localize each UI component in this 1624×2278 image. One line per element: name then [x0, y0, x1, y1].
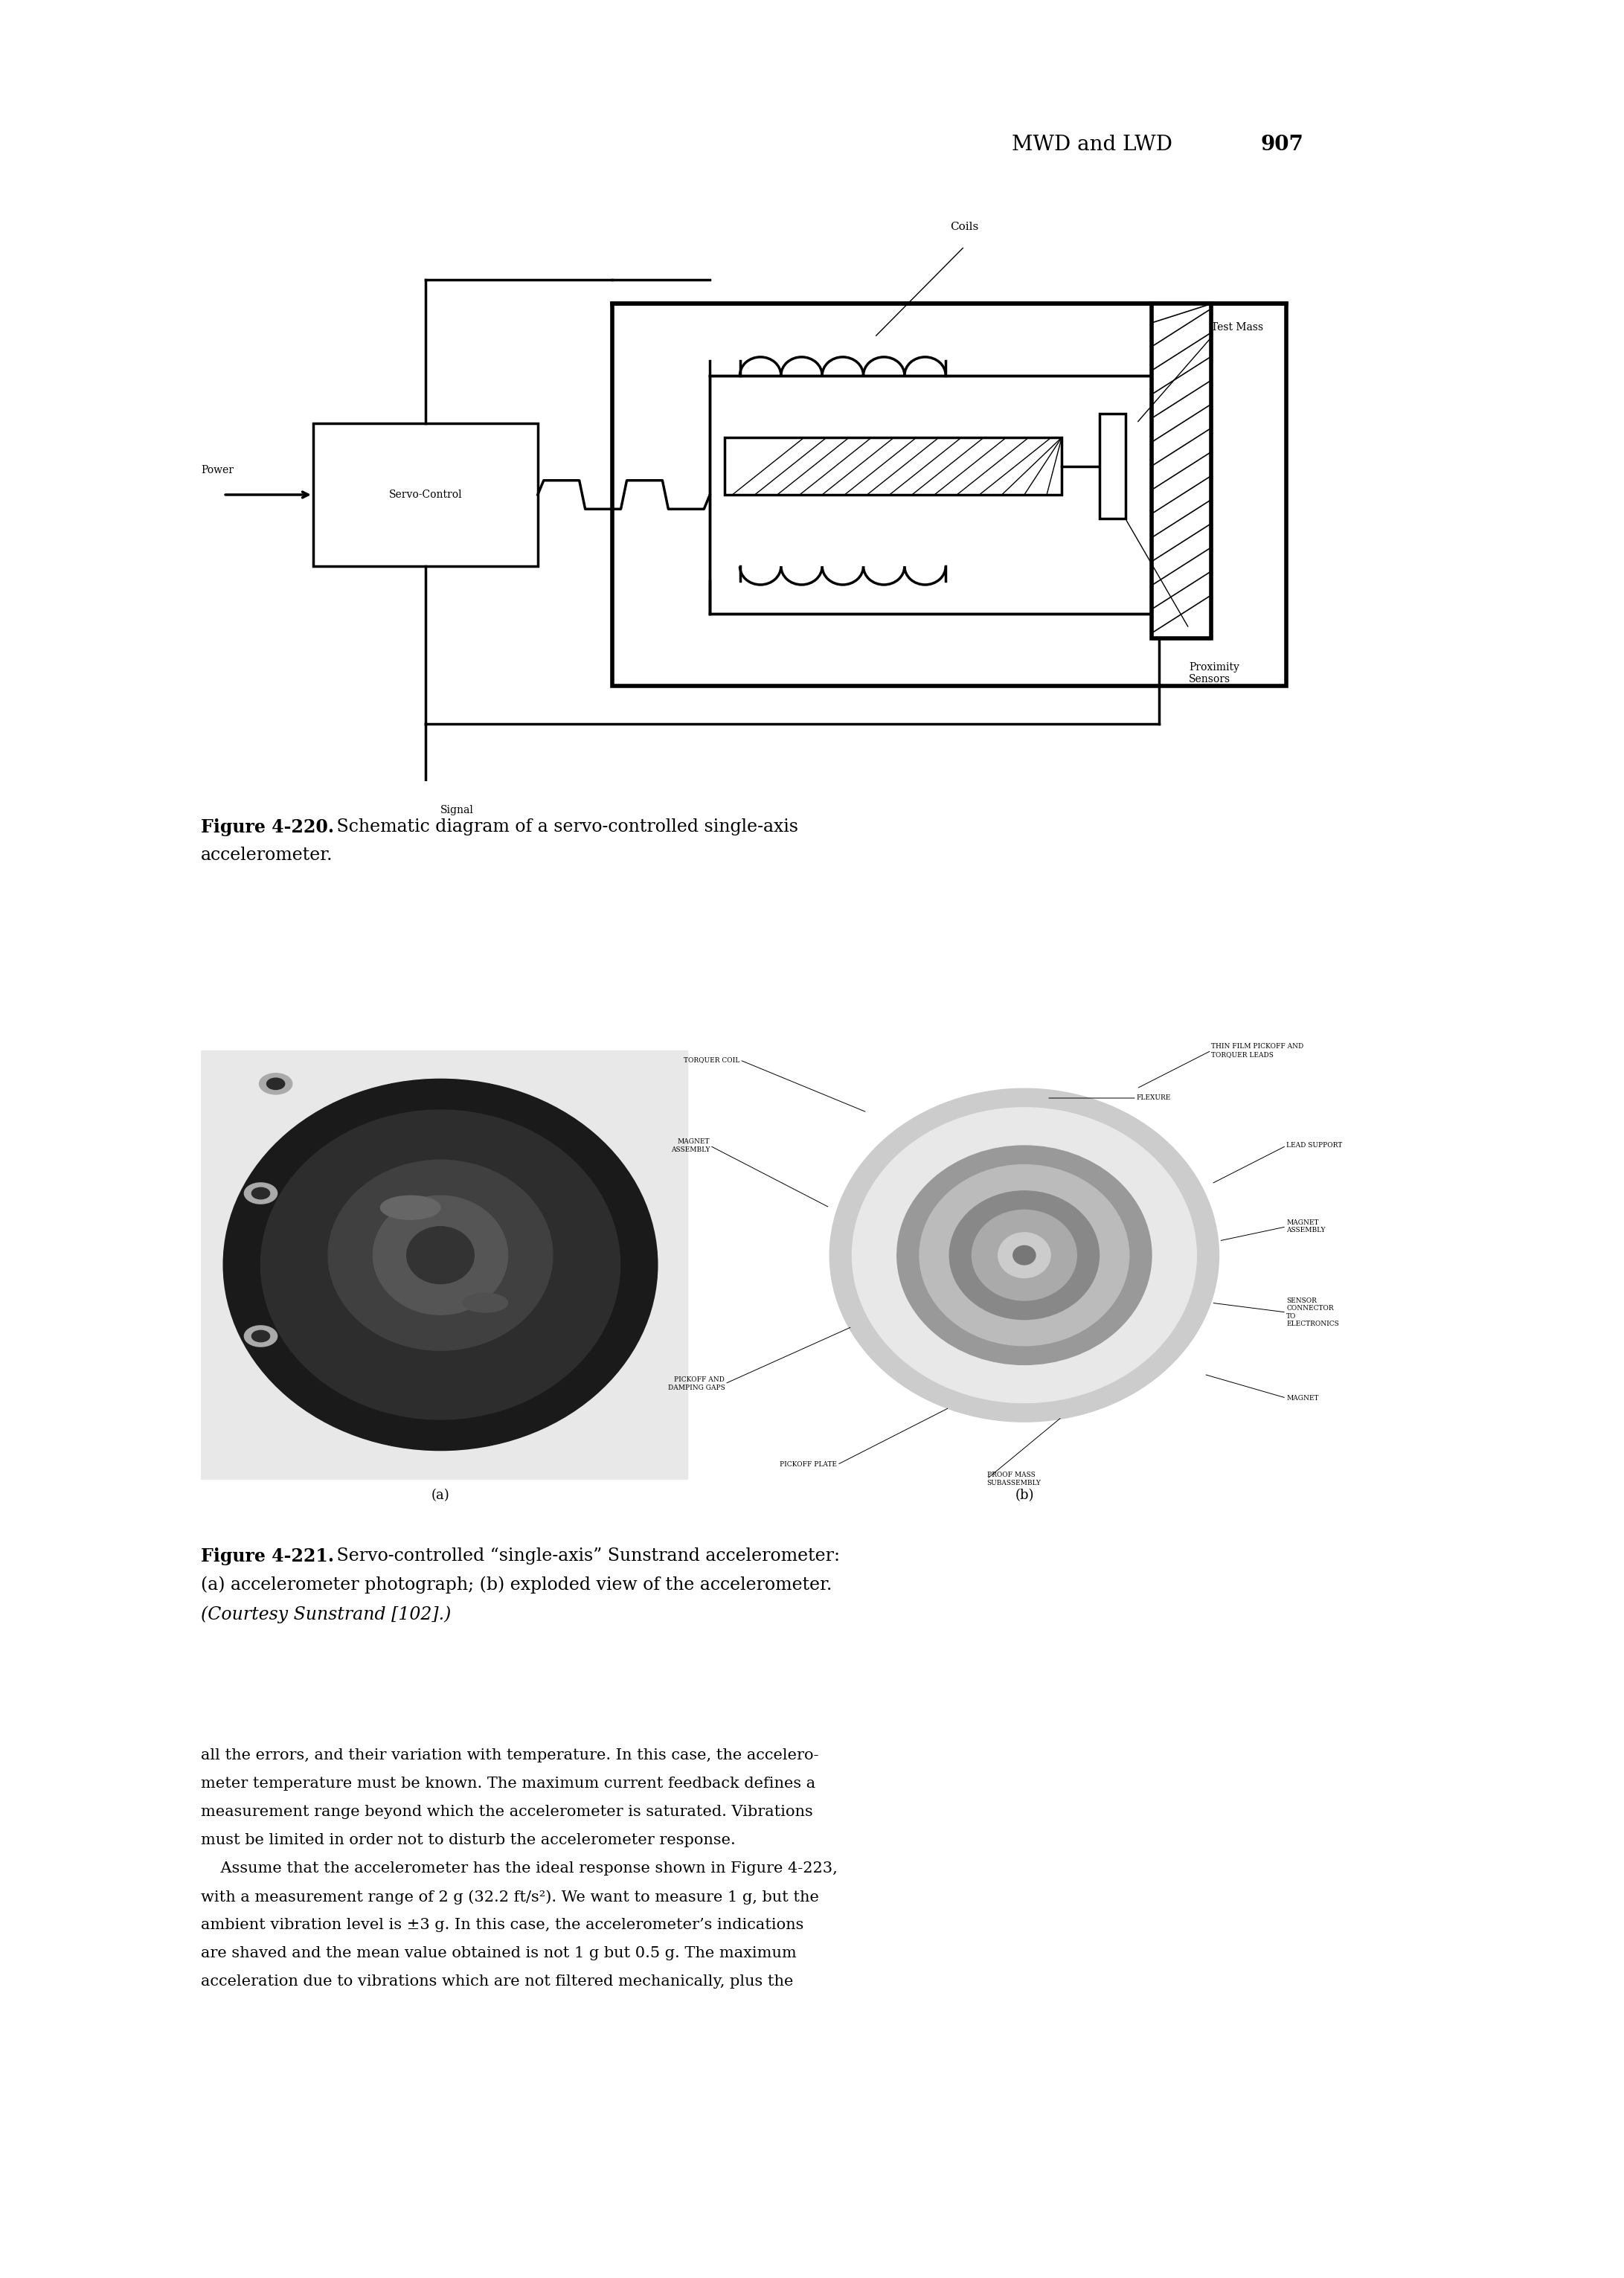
Ellipse shape: [463, 1294, 508, 1312]
Text: THIN FILM PICKOFF AND
TORQUER LEADS: THIN FILM PICKOFF AND TORQUER LEADS: [1212, 1043, 1304, 1057]
Text: Test Mass: Test Mass: [1212, 323, 1263, 333]
Text: must be limited in order not to disturb the accelerometer response.: must be limited in order not to disturb …: [201, 1834, 736, 1847]
Ellipse shape: [830, 1089, 1220, 1421]
Text: LEAD SUPPORT: LEAD SUPPORT: [1286, 1141, 1343, 1148]
Text: with a measurement range of 2 g (32.2 ft/s²). We want to measure 1 g, but the: with a measurement range of 2 g (32.2 ft…: [201, 1891, 818, 1904]
Ellipse shape: [224, 1080, 658, 1451]
Text: acceleration due to vibrations which are not filtered mechanically, plus the: acceleration due to vibrations which are…: [201, 1975, 793, 1989]
Text: Servo-controlled “single-axis” Sunstrand accelerometer:: Servo-controlled “single-axis” Sunstrand…: [331, 1547, 840, 1565]
Text: (b): (b): [1015, 1488, 1034, 1501]
Text: Figure 4-221.: Figure 4-221.: [201, 1547, 335, 1565]
Ellipse shape: [1013, 1246, 1036, 1264]
FancyBboxPatch shape: [612, 303, 1286, 686]
FancyBboxPatch shape: [313, 424, 538, 567]
Text: 907: 907: [1260, 134, 1304, 155]
Text: Power: Power: [201, 465, 234, 476]
FancyBboxPatch shape: [1151, 303, 1212, 638]
Text: PROOF MASS
SUBASSEMBLY: PROOF MASS SUBASSEMBLY: [987, 1472, 1041, 1485]
Circle shape: [266, 1077, 284, 1089]
Text: TORQUER COIL: TORQUER COIL: [684, 1057, 741, 1064]
Text: Proximity
Sensors: Proximity Sensors: [1189, 663, 1239, 683]
Ellipse shape: [919, 1164, 1129, 1346]
Ellipse shape: [380, 1196, 440, 1219]
Ellipse shape: [896, 1146, 1151, 1365]
Text: MWD and LWD: MWD and LWD: [1012, 134, 1199, 155]
Ellipse shape: [374, 1196, 508, 1314]
FancyBboxPatch shape: [1099, 415, 1125, 519]
FancyBboxPatch shape: [724, 437, 1062, 494]
Text: Figure 4-220.: Figure 4-220.: [201, 818, 335, 836]
Text: MAGNET: MAGNET: [1286, 1394, 1319, 1401]
Ellipse shape: [406, 1226, 474, 1285]
Text: Schematic diagram of a servo-controlled single-axis: Schematic diagram of a servo-controlled …: [331, 818, 799, 836]
Text: (a) accelerometer photograph; (b) exploded view of the accelerometer.: (a) accelerometer photograph; (b) explod…: [201, 1576, 831, 1592]
Circle shape: [244, 1182, 278, 1203]
Text: Assume that the accelerometer has the ideal response shown in Figure 4-223,: Assume that the accelerometer has the id…: [201, 1861, 838, 1875]
FancyBboxPatch shape: [710, 376, 1160, 615]
Text: FLEXURE: FLEXURE: [1137, 1096, 1171, 1103]
Circle shape: [244, 1326, 278, 1346]
Text: ambient vibration level is ±3 g. In this case, the accelerometer’s indications: ambient vibration level is ±3 g. In this…: [201, 1918, 804, 1932]
Text: measurement range beyond which the accelerometer is saturated. Vibrations: measurement range beyond which the accel…: [201, 1804, 814, 1818]
Text: PICKOFF PLATE: PICKOFF PLATE: [780, 1462, 836, 1467]
Ellipse shape: [950, 1191, 1099, 1319]
Bar: [201, 1050, 687, 1478]
Text: (a): (a): [432, 1488, 450, 1501]
Ellipse shape: [971, 1210, 1077, 1301]
Circle shape: [260, 1073, 292, 1093]
Text: all the errors, and their variation with temperature. In this case, the accelero: all the errors, and their variation with…: [201, 1747, 818, 1763]
Text: Servo-Control: Servo-Control: [388, 490, 463, 499]
Ellipse shape: [853, 1107, 1197, 1403]
Text: (Courtesy Sunstrand [102].): (Courtesy Sunstrand [102].): [201, 1606, 451, 1622]
Text: MAGNET
ASSEMBLY: MAGNET ASSEMBLY: [671, 1139, 710, 1153]
Ellipse shape: [999, 1232, 1051, 1278]
Text: Signal: Signal: [440, 804, 474, 816]
Text: SENSOR
CONNECTOR
TO
ELECTRONICS: SENSOR CONNECTOR TO ELECTRONICS: [1286, 1298, 1338, 1328]
Circle shape: [252, 1187, 270, 1198]
Ellipse shape: [261, 1109, 620, 1419]
Text: MAGNET
ASSEMBLY: MAGNET ASSEMBLY: [1286, 1219, 1325, 1235]
Circle shape: [252, 1330, 270, 1342]
Text: Coils: Coils: [950, 221, 979, 232]
Text: meter temperature must be known. The maximum current feedback defines a: meter temperature must be known. The max…: [201, 1777, 815, 1791]
Text: accelerometer.: accelerometer.: [201, 847, 333, 863]
Text: are shaved and the mean value obtained is not 1 g but 0.5 g. The maximum: are shaved and the mean value obtained i…: [201, 1945, 796, 1961]
Ellipse shape: [328, 1160, 552, 1351]
Text: PICKOFF AND
DAMPING GAPS: PICKOFF AND DAMPING GAPS: [667, 1376, 724, 1392]
